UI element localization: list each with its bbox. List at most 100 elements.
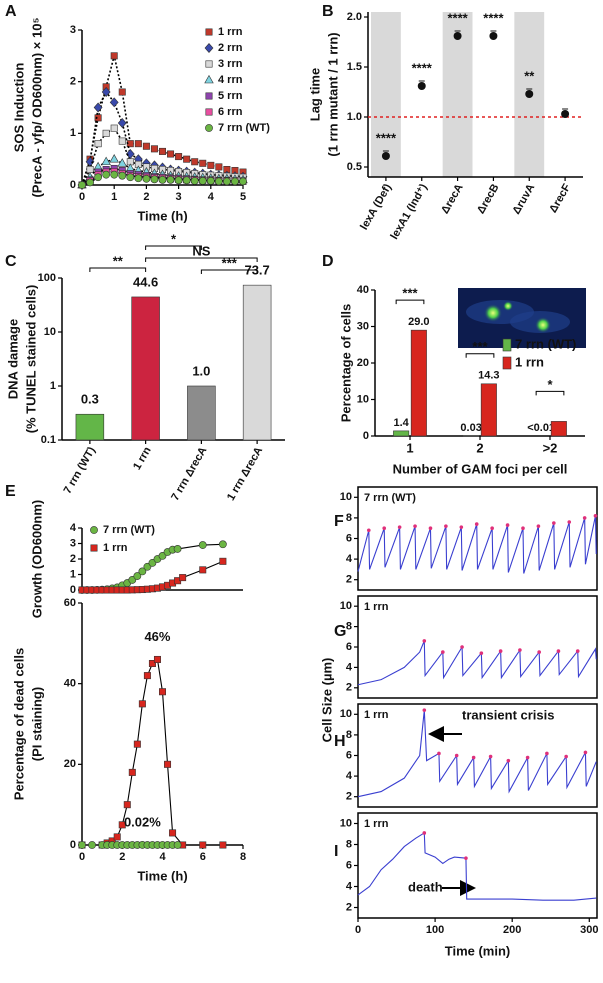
significance: *** — [222, 255, 238, 270]
y-tick-label: 0 — [363, 430, 369, 442]
value-label: <0.01 — [527, 422, 555, 434]
marker — [239, 177, 247, 186]
marker — [182, 176, 191, 185]
panel-label: 1 rrn — [364, 601, 389, 613]
significance: ** — [524, 68, 535, 83]
division-point — [593, 514, 598, 518]
y-tick-label: 4 — [346, 880, 353, 892]
y-tick-label: 1 — [50, 380, 56, 392]
x-tick-label: 1 — [111, 191, 117, 203]
y-tick-label: 0.1 — [41, 434, 56, 446]
category-label: 1 — [406, 440, 413, 455]
y-tick-label: 2 — [70, 553, 76, 565]
y-axis-label: Cell Size (µm) — [319, 658, 334, 743]
significance-bracket — [535, 390, 565, 396]
significance: * — [547, 377, 553, 392]
y-axis-label: (PrecA - yfp/ OD600nm) × 10⁵ — [29, 17, 44, 197]
annotation: transient crisis — [462, 707, 555, 722]
legend-swatch — [502, 338, 512, 352]
division-point — [575, 649, 580, 653]
marker — [113, 833, 121, 841]
focus — [503, 301, 513, 311]
value-label: 0.03 — [460, 422, 481, 434]
significance: **** — [412, 60, 433, 75]
legend-label: 5 rrn — [218, 90, 243, 102]
division-point — [422, 831, 427, 835]
significance-bracket — [145, 257, 258, 262]
division-point — [422, 708, 427, 712]
division-point — [567, 520, 572, 524]
y-tick-label: 0 — [70, 839, 76, 851]
panel-letter: D — [322, 253, 334, 270]
division-point — [444, 524, 448, 528]
marker — [93, 102, 103, 113]
division-point — [460, 645, 464, 649]
division-point — [382, 526, 387, 530]
series-line — [357, 640, 597, 686]
focus — [535, 317, 551, 333]
panel-label: 7 rrn (WT) — [364, 492, 416, 504]
marker — [204, 43, 214, 53]
bar — [480, 383, 497, 437]
y-tick-label: 4 — [346, 661, 353, 673]
y-tick-label: 2 — [346, 574, 352, 586]
panel-label: 1 rrn — [364, 709, 389, 721]
y-tick-label: 10 — [340, 817, 352, 829]
marker — [214, 177, 223, 186]
y-tick-label: 6 — [346, 532, 352, 544]
value-label: 0.02% — [124, 814, 161, 829]
marker — [118, 171, 127, 180]
marker — [205, 28, 213, 36]
division-point — [521, 526, 525, 530]
marker — [110, 52, 118, 60]
y-tick-label: 2 — [346, 791, 352, 803]
bar — [242, 284, 272, 441]
x-tick-label: 300 — [580, 924, 598, 936]
x-tick-label: 0 — [79, 851, 85, 863]
bar — [187, 385, 216, 441]
x-tick-label: 4 — [159, 851, 166, 863]
point — [525, 90, 534, 98]
division-point — [525, 755, 530, 760]
microscopy-inset — [458, 288, 586, 348]
marker — [86, 166, 94, 174]
y-tick-label: 100 — [38, 272, 56, 284]
y-axis-label: Growth (OD600nm) — [29, 500, 44, 618]
division-point — [454, 753, 459, 758]
y-tick-label: 3 — [70, 537, 76, 549]
marker — [159, 688, 167, 696]
panel-letter: B — [322, 3, 334, 20]
category-label: >2 — [543, 440, 558, 455]
x-tick-label: 200 — [503, 924, 521, 936]
marker — [86, 178, 94, 187]
y-tick-label: 4 — [346, 553, 353, 565]
division-point — [490, 526, 494, 530]
y-tick-label: 0.5 — [347, 161, 362, 173]
y-tick-label: 40 — [357, 284, 369, 296]
y-tick-label: 6 — [346, 749, 352, 761]
marker — [199, 566, 207, 574]
x-tick-label: 2 — [119, 851, 125, 863]
marker — [88, 841, 96, 849]
bar — [131, 296, 160, 441]
legend-label: 1 rrn — [218, 26, 243, 38]
marker — [109, 97, 119, 108]
legend-label: 2 rrn — [218, 42, 243, 54]
x-tick-label: 6 — [200, 851, 206, 863]
significance: **** — [376, 130, 397, 145]
division-point — [422, 639, 427, 643]
x-axis-label: Time (min) — [445, 943, 511, 958]
significance: NS — [192, 243, 210, 258]
y-tick-label: 20 — [357, 357, 369, 369]
panel-letter: C — [5, 253, 17, 270]
division-point — [545, 751, 549, 756]
y-tick-label: 10 — [357, 393, 369, 405]
division-point — [556, 649, 561, 653]
marker — [199, 841, 207, 849]
y-axis-label: DNA damage — [5, 319, 20, 399]
panel-label: 1 rrn — [364, 818, 389, 830]
marker — [90, 526, 98, 534]
marker — [198, 541, 207, 549]
division-point — [583, 750, 588, 755]
